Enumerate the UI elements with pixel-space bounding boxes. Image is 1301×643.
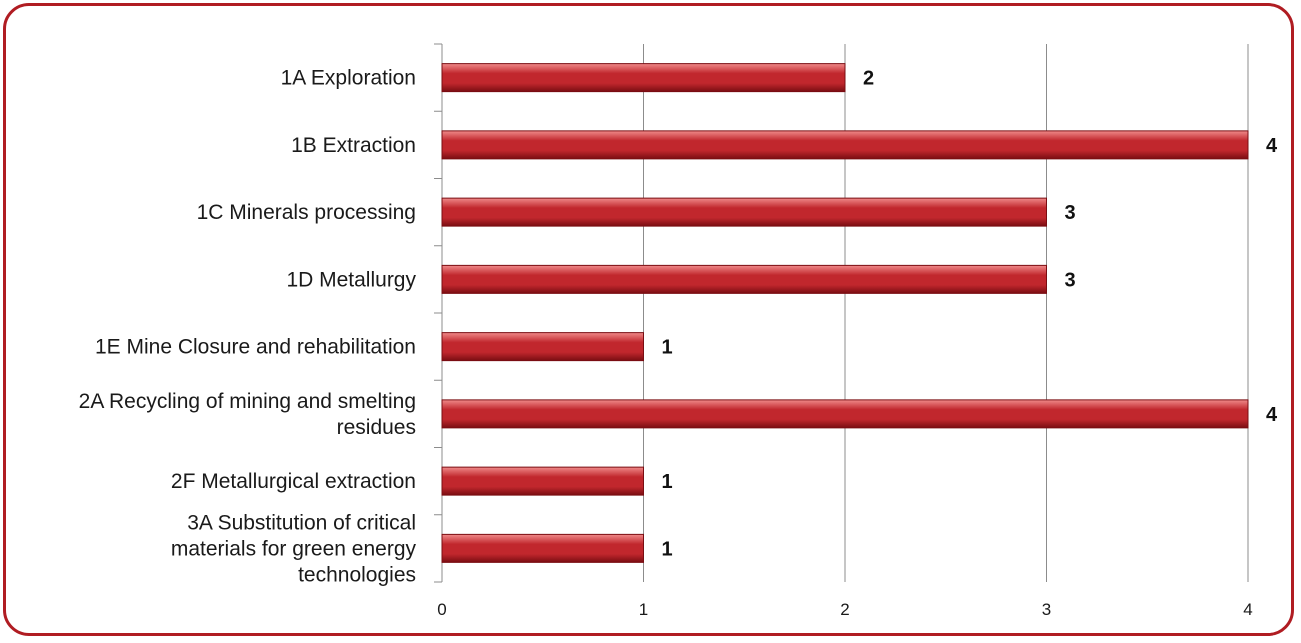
category-label: 2A Recycling of mining and smelting resid… (79, 390, 416, 439)
bar (441, 130, 1249, 160)
data-label: 4 (1266, 404, 1278, 426)
data-label: 1 (662, 471, 673, 493)
data-label: 3 (1065, 202, 1076, 224)
bar (441, 264, 1047, 294)
bar (441, 197, 1047, 227)
bar (441, 63, 846, 93)
x-tick-labels: 0 1 2 3 4 (437, 600, 1252, 619)
bar (441, 533, 644, 563)
bars (441, 63, 1249, 563)
category-labels: 1A Exploration 1B Extraction 1C Minerals p… (79, 67, 417, 587)
bar (441, 332, 644, 362)
x-tick-label: 2 (840, 600, 849, 619)
data-label: 2 (863, 68, 874, 90)
category-label: 1E Mine Closure and rehabilitation (95, 336, 416, 359)
y-axis (434, 43, 443, 583)
data-label: 1 (662, 337, 673, 359)
data-label: 3 (1065, 269, 1076, 291)
category-label: 3A Substitution of critical materials for… (171, 511, 417, 586)
data-labels: 2 4 3 3 1 4 1 1 (662, 68, 1279, 561)
bar (441, 466, 644, 496)
x-tick-label: 4 (1243, 600, 1252, 619)
x-tick-label: 3 (1042, 600, 1051, 619)
data-label: 4 (1266, 135, 1278, 157)
category-label: 1D Metallurgy (286, 268, 416, 291)
chart-frame (3, 3, 1294, 636)
data-label: 1 (662, 538, 673, 560)
x-tick-label: 0 (437, 600, 446, 619)
x-tick-label: 1 (639, 600, 648, 619)
bar (441, 399, 1249, 429)
category-label: 1A Exploration (281, 67, 416, 90)
category-label: 2F Metallurgical extraction (171, 470, 416, 493)
category-label: 1B Extraction (291, 134, 416, 157)
category-label: 1C Minerals processing (197, 201, 416, 224)
gridlines (643, 44, 1249, 582)
